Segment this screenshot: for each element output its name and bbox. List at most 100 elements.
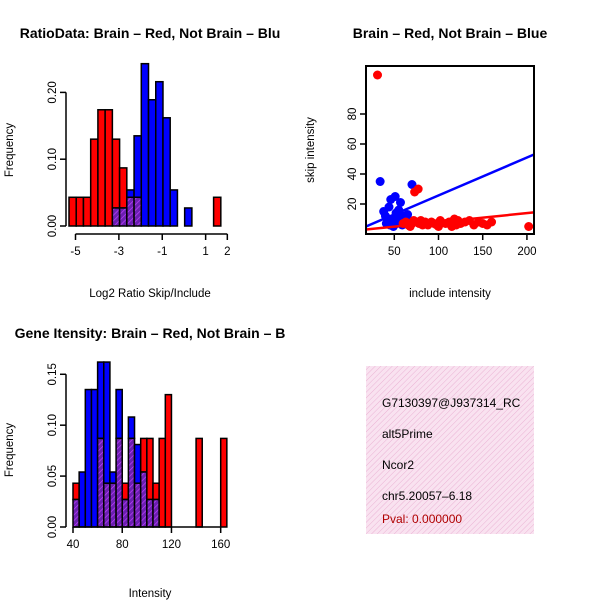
not-brain-fit-line (365, 153, 535, 228)
overlap-bar (121, 498, 130, 528)
not-brain-bar (155, 80, 164, 227)
brain-bar (89, 138, 99, 227)
brain-point (487, 217, 497, 227)
brain-fit-line (365, 211, 535, 231)
not-brain-point (390, 192, 400, 201)
not-brain-bar (84, 388, 93, 528)
intensity-scatter-chart: Brain – Red, Not Brain – Blue 50 100 150 20… (305, 25, 547, 300)
y-tick-label: 60 (347, 138, 359, 151)
brain-bar (164, 393, 173, 528)
not-brain-bar (96, 361, 105, 440)
brain-bar (219, 437, 228, 528)
brain-bar (75, 196, 85, 227)
brain-bar (152, 482, 160, 501)
info-probe-id: G7130397@J937314_RC (382, 396, 521, 410)
not-brain-bar (140, 62, 150, 227)
brain-bar (104, 109, 114, 227)
not-brain-bar (133, 135, 143, 199)
intensity-histogram-title: Gene Itensity: Brain – Red, Not Brain – … (15, 325, 286, 341)
brain-bar (72, 482, 80, 501)
overlap-bar (96, 437, 105, 528)
x-tick-label: 100 (429, 246, 448, 258)
not-brain-bar (90, 388, 99, 528)
intensity-histogram-xlabel: Intensity (129, 588, 172, 600)
not-brain-point (407, 180, 417, 189)
scatter-title: Brain – Red, Not Brain – Blue (353, 25, 548, 41)
not-brain-bar (78, 471, 87, 528)
brain-point (372, 70, 382, 80)
brain-bar (212, 196, 222, 227)
not-brain-bar (183, 207, 193, 227)
y-tick-label: 20 (347, 198, 359, 211)
brain-bar (121, 482, 130, 501)
brain-bar (68, 196, 77, 227)
y-tick-label: 0.20 (47, 81, 59, 103)
x-tick-label: 200 (517, 246, 536, 258)
brain-bar (139, 437, 148, 473)
brain-point (524, 222, 534, 231)
not-brain-point (381, 219, 391, 228)
x-tick-label: 40 (67, 539, 80, 551)
overlap-bar (152, 498, 160, 528)
intensity-histogram-bars (72, 361, 228, 528)
x-tick-label: 1 (202, 246, 208, 258)
x-tick-label: 160 (211, 539, 230, 551)
brain-bar (97, 109, 106, 227)
intensity-histogram-ylabel: Frequency (4, 423, 16, 478)
overlap-bar (127, 437, 136, 528)
x-tick-label: 80 (116, 539, 129, 551)
scatter-xlabel: include intensity (409, 288, 491, 300)
x-tick-label: -3 (114, 246, 124, 258)
ratio-histogram-bars (68, 62, 222, 227)
overlap-bar (133, 196, 143, 227)
brain-point (447, 222, 457, 231)
brain-bar (195, 437, 203, 528)
brain-point (434, 222, 444, 231)
overlap-bar (139, 471, 148, 528)
not-brain-bar (147, 98, 157, 227)
not-brain-bar (103, 361, 111, 484)
info-panel-background (366, 366, 534, 534)
info-gene: Ncor2 (382, 458, 414, 472)
info-panel: G7130397@J937314_RC alt5Prime Ncor2 chr5… (366, 366, 534, 534)
overlap-bar (126, 196, 135, 227)
overlap-bar (115, 437, 123, 528)
y-tick-label: 0.10 (47, 148, 59, 170)
brain-bar (82, 196, 92, 227)
ratio-histogram-chart: RatioData: Brain – Red, Not Brain – Blu … (4, 25, 280, 300)
not-brain-bar (115, 388, 123, 440)
x-tick-label: 50 (388, 246, 401, 258)
not-brain-bar (126, 189, 135, 199)
y-tick-label: 0.00 (47, 516, 59, 538)
ratio-histogram-title: RatioData: Brain – Red, Not Brain – Blu (20, 25, 281, 41)
intensity-histogram-axes: 40 80 120 160 0.00 0.05 0.10 0.15 (47, 363, 230, 551)
brain-point (413, 184, 423, 194)
y-tick-label: 0.00 (47, 215, 59, 237)
x-tick-label: -5 (70, 246, 80, 258)
not-brain-point (384, 202, 394, 212)
not-brain-bar (109, 471, 117, 484)
ratio-histogram-axes: -5 -3 -1 1 2 0.00 0.10 0.20 (47, 81, 231, 258)
x-tick-label: 2 (224, 246, 230, 258)
scatter-ylabel: skip intensity (305, 117, 317, 183)
x-tick-label: 150 (473, 246, 492, 258)
not-brain-point (375, 177, 385, 186)
info-location: chr5.20057–6.18 (382, 489, 472, 503)
brain-bar (111, 138, 121, 209)
y-tick-label: 0.10 (47, 414, 59, 436)
overlap-bar (103, 482, 111, 528)
y-tick-label: 40 (347, 168, 359, 181)
x-tick-label: 120 (162, 539, 181, 551)
overlap-bar (72, 498, 80, 528)
y-tick-label: 80 (347, 108, 359, 121)
ratio-histogram-ylabel: Frequency (4, 123, 16, 178)
not-brain-bar (169, 189, 179, 227)
not-brain-point (395, 198, 405, 207)
brain-bar (158, 437, 167, 528)
scatter-axes: 50 100 150 200 20 40 60 80 (347, 65, 537, 258)
not-brain-bar (127, 416, 136, 440)
not-brain-bar (133, 443, 142, 484)
overlap-bar (111, 207, 121, 227)
y-tick-label: 0.05 (47, 465, 59, 487)
